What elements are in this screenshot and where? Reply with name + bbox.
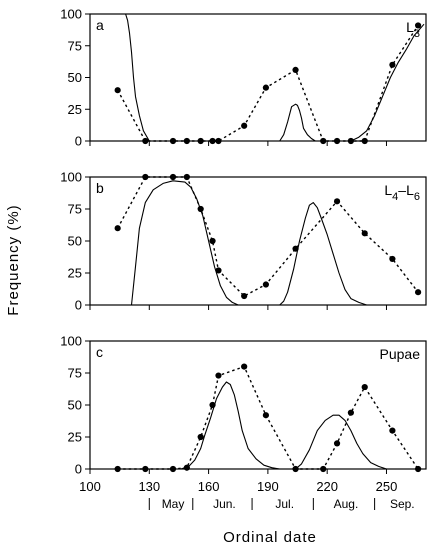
data-point — [183, 173, 190, 181]
data-point — [241, 122, 248, 129]
data-point — [142, 465, 149, 473]
data-point — [114, 87, 121, 94]
y-tick-label: 0 — [75, 134, 82, 149]
x-tick-label: 100 — [79, 479, 101, 494]
data-point — [262, 281, 270, 288]
series-solid-line — [113, 13, 425, 142]
data-point — [197, 137, 204, 145]
y-tick-label: 25 — [68, 430, 82, 445]
data-point — [262, 84, 270, 91]
panel-label: L3 — [406, 19, 420, 40]
y-tick-label: 100 — [60, 334, 82, 349]
data-point — [347, 137, 354, 145]
month-label: May — [162, 497, 185, 511]
y-tick-label: 50 — [68, 398, 82, 413]
data-point — [262, 412, 270, 419]
data-point — [197, 433, 204, 441]
y-tick-label: 100 — [60, 170, 82, 185]
panel-b: 0 25 50 75 100 b L4–L6 — [60, 170, 427, 313]
y-tick-label: 100 — [60, 7, 82, 22]
data-point — [361, 137, 368, 145]
data-point — [333, 198, 341, 205]
data-point — [215, 267, 222, 274]
data-point — [414, 465, 422, 473]
series-dotted-line — [117, 176, 419, 297]
chart-panels: 0 25 50 75 100 a L3 0 25 50 75 100 b L4–L6 0 25 50 75 100 c… — [60, 7, 427, 477]
data-point — [320, 465, 327, 473]
data-point — [292, 66, 299, 73]
panel-letter: c — [96, 344, 103, 360]
data-point — [414, 289, 422, 296]
panel-letter: b — [96, 180, 104, 196]
data-point — [169, 173, 177, 181]
panel-frame — [89, 340, 427, 470]
x-tick-label: 130 — [138, 479, 160, 494]
data-point — [215, 372, 222, 379]
y-axis-title: Frequency (%) — [5, 204, 22, 315]
data-point — [347, 409, 354, 416]
data-point — [169, 137, 177, 145]
data-point — [241, 292, 248, 300]
data-point — [292, 465, 299, 473]
panel-frame — [89, 13, 427, 142]
data-point — [142, 137, 149, 145]
x-axis-title: Ordinal date — [223, 529, 317, 546]
series-dotted-line — [117, 365, 419, 470]
x-tick-label: 160 — [198, 479, 220, 494]
data-point — [209, 237, 216, 245]
data-point — [241, 363, 248, 370]
data-point — [169, 465, 177, 473]
month-label: Aug. — [334, 497, 359, 511]
y-tick-label: 50 — [68, 70, 82, 85]
series-solid-line — [180, 381, 395, 470]
data-point — [361, 383, 368, 391]
data-point — [414, 22, 422, 29]
month-label: Jun. — [213, 497, 236, 511]
panel-letter: a — [96, 17, 104, 33]
data-point — [320, 137, 327, 145]
y-tick-label: 0 — [75, 298, 82, 313]
panel-frame — [89, 176, 427, 306]
data-point — [142, 173, 149, 181]
series-dotted-line — [117, 25, 419, 142]
data-point — [209, 401, 216, 409]
x-axis: 100 130 160 190 220 250 — [79, 479, 397, 494]
y-tick-label: 25 — [68, 102, 82, 117]
data-point — [215, 137, 222, 145]
x-tick-label: 250 — [376, 479, 398, 494]
data-point — [183, 464, 190, 471]
data-point — [197, 205, 204, 213]
data-point — [389, 61, 396, 68]
y-tick-label: 50 — [68, 234, 82, 249]
panel-a: 0 25 50 75 100 a L3 — [60, 7, 427, 149]
panel-label: L4–L6 — [384, 182, 420, 203]
data-point — [114, 465, 121, 473]
data-point — [114, 225, 121, 232]
panel-label: Pupae — [380, 346, 421, 362]
data-point — [292, 245, 299, 252]
data-point — [389, 255, 396, 263]
x-tick-label: 190 — [257, 479, 279, 494]
month-label: Jul. — [275, 497, 294, 511]
data-point — [209, 137, 216, 145]
y-tick-label: 75 — [68, 38, 82, 53]
data-point — [333, 137, 341, 145]
y-tick-label: 75 — [68, 202, 82, 217]
month-label: Sep. — [390, 497, 415, 511]
panel-c: 0 25 50 75 100 c Pupae — [60, 334, 427, 477]
data-point — [361, 230, 368, 237]
y-tick-label: 75 — [68, 366, 82, 381]
y-tick-label: 25 — [68, 266, 82, 281]
data-point — [183, 137, 190, 145]
y-tick-label: 0 — [75, 462, 82, 477]
data-point — [389, 427, 396, 434]
data-point — [333, 440, 341, 447]
month-labels: May Jun. Jul. Aug. Sep. — [148, 497, 415, 511]
x-tick-label: 220 — [316, 479, 338, 494]
series-solid-line — [130, 180, 377, 306]
